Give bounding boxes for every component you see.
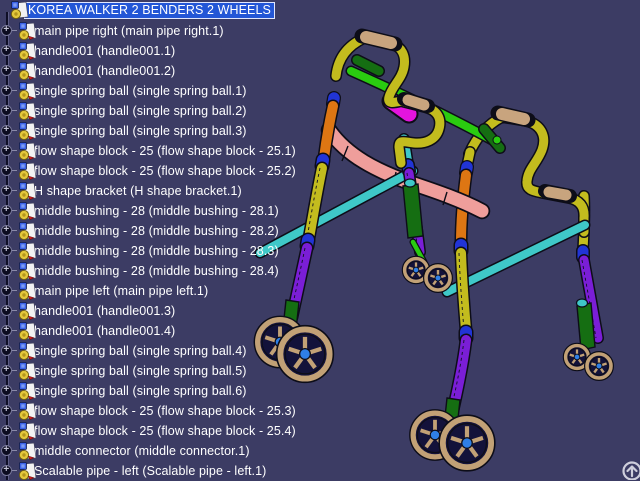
tree-item[interactable]: flow shape block - 25 (flow shape block … bbox=[0, 401, 360, 421]
tree-item-label: single spring ball (single spring ball.2… bbox=[34, 104, 247, 118]
part-document-icon bbox=[15, 142, 39, 161]
tree-item[interactable]: middle bushing - 28 (middle bushing - 28… bbox=[0, 201, 360, 221]
tree-item-label: handle001 (handle001.3) bbox=[34, 304, 175, 318]
tree-item-label: single spring ball (single spring ball.5… bbox=[34, 364, 247, 378]
tree-item-label: H shape bracket (H shape bracket.1) bbox=[34, 184, 242, 198]
expander-plus-icon[interactable] bbox=[1, 205, 12, 216]
spec-tree[interactable]: KOREA WALKER 2 BENDERS 2 WHEELS main pip… bbox=[0, 0, 360, 480]
expander-plus-icon[interactable] bbox=[1, 365, 12, 376]
expander-plus-icon[interactable] bbox=[1, 465, 12, 476]
tree-item-label: Scalable pipe - left (Scalable pipe - le… bbox=[34, 464, 266, 478]
tree-item[interactable]: single spring ball (single spring ball.3… bbox=[0, 121, 360, 141]
tree-item[interactable]: H shape bracket (H shape bracket.1) bbox=[0, 181, 360, 201]
part-document-icon bbox=[15, 342, 39, 361]
expander-plus-icon[interactable] bbox=[1, 305, 12, 316]
tree-item-label: flow shape block - 25 (flow shape block … bbox=[34, 164, 296, 178]
tree-item[interactable]: handle001 (handle001.1) bbox=[0, 41, 360, 61]
tree-item[interactable]: middle bushing - 28 (middle bushing - 28… bbox=[0, 221, 360, 241]
tree-item[interactable]: middle bushing - 28 (middle bushing - 28… bbox=[0, 261, 360, 281]
tree-item-label: single spring ball (single spring ball.6… bbox=[34, 384, 247, 398]
expander-plus-icon[interactable] bbox=[1, 385, 12, 396]
part-document-icon bbox=[15, 362, 39, 381]
expander-plus-icon[interactable] bbox=[1, 85, 12, 96]
part-document-icon bbox=[15, 102, 39, 121]
tree-item[interactable]: flow shape block - 25 (flow shape block … bbox=[0, 141, 360, 161]
tree-item-label: handle001 (handle001.1) bbox=[34, 44, 175, 58]
product-document-icon bbox=[7, 1, 31, 20]
arrow-up-circle-icon[interactable] bbox=[624, 463, 640, 480]
expander-plus-icon[interactable] bbox=[1, 45, 12, 56]
tree-item-label: flow shape block - 25 (flow shape block … bbox=[34, 404, 296, 418]
part-document-icon bbox=[15, 262, 39, 281]
part-document-icon bbox=[15, 322, 39, 341]
tree-item-label: middle bushing - 28 (middle bushing - 28… bbox=[34, 244, 279, 258]
part-document-icon bbox=[15, 382, 39, 401]
expander-plus-icon[interactable] bbox=[1, 145, 12, 156]
expander-plus-icon[interactable] bbox=[1, 25, 12, 36]
tree-item[interactable]: handle001 (handle001.3) bbox=[0, 301, 360, 321]
tree-item[interactable]: single spring ball (single spring ball.6… bbox=[0, 381, 360, 401]
part-document-icon bbox=[15, 182, 39, 201]
tree-item-label: middle connector (middle connector.1) bbox=[34, 444, 250, 458]
tree-item-label: single spring ball (single spring ball.4… bbox=[34, 344, 247, 358]
part-document-icon bbox=[15, 222, 39, 241]
tree-item[interactable]: single spring ball (single spring ball.4… bbox=[0, 341, 360, 361]
part-document-icon bbox=[15, 122, 39, 141]
tree-item[interactable]: single spring ball (single spring ball.2… bbox=[0, 101, 360, 121]
tree-item-label: middle bushing - 28 (middle bushing - 28… bbox=[34, 224, 279, 238]
tree-item-label: flow shape block - 25 (flow shape block … bbox=[34, 424, 296, 438]
part-document-icon bbox=[15, 422, 39, 441]
tree-item[interactable]: middle connector (middle connector.1) bbox=[0, 441, 360, 461]
tree-item-label: main pipe left (main pipe left.1) bbox=[34, 284, 208, 298]
tree-item[interactable]: handle001 (handle001.2) bbox=[0, 61, 360, 81]
tree-item-label: handle001 (handle001.2) bbox=[34, 64, 175, 78]
tree-item[interactable]: flow shape block - 25 (flow shape block … bbox=[0, 421, 360, 441]
tree-item-label: single spring ball (single spring ball.3… bbox=[34, 124, 247, 138]
tree-item[interactable]: main pipe left (main pipe left.1) bbox=[0, 281, 360, 301]
part-document-icon bbox=[15, 462, 39, 481]
tree-item-label: single spring ball (single spring ball.1… bbox=[34, 84, 247, 98]
expander-plus-icon[interactable] bbox=[1, 325, 12, 336]
part-document-icon bbox=[15, 282, 39, 301]
expander-plus-icon[interactable] bbox=[1, 265, 12, 276]
expander-plus-icon[interactable] bbox=[1, 105, 12, 116]
expander-plus-icon[interactable] bbox=[1, 245, 12, 256]
expander-plus-icon[interactable] bbox=[1, 445, 12, 456]
tree-item[interactable]: handle001 (handle001.4) bbox=[0, 321, 360, 341]
tree-item[interactable]: main pipe right (main pipe right.1) bbox=[0, 21, 360, 41]
expander-plus-icon[interactable] bbox=[1, 65, 12, 76]
tree-item[interactable]: single spring ball (single spring ball.1… bbox=[0, 81, 360, 101]
tree-item-label: middle bushing - 28 (middle bushing - 28… bbox=[34, 264, 279, 278]
expander-plus-icon[interactable] bbox=[1, 405, 12, 416]
part-document-icon bbox=[15, 442, 39, 461]
tree-root-item[interactable]: KOREA WALKER 2 BENDERS 2 WHEELS bbox=[0, 1, 360, 21]
part-document-icon bbox=[15, 302, 39, 321]
tree-item-label: handle001 (handle001.4) bbox=[34, 324, 175, 338]
part-document-icon bbox=[15, 402, 39, 421]
tree-item-label: main pipe right (main pipe right.1) bbox=[34, 24, 224, 38]
expander-plus-icon[interactable] bbox=[1, 125, 12, 136]
part-document-icon bbox=[15, 82, 39, 101]
expander-plus-icon[interactable] bbox=[1, 345, 12, 356]
tree-item[interactable]: flow shape block - 25 (flow shape block … bbox=[0, 161, 360, 181]
tree-item[interactable]: Scalable pipe - left (Scalable pipe - le… bbox=[0, 461, 360, 481]
part-document-icon bbox=[15, 162, 39, 181]
part-document-icon bbox=[15, 42, 39, 61]
tree-item[interactable]: single spring ball (single spring ball.5… bbox=[0, 361, 360, 381]
expander-plus-icon[interactable] bbox=[1, 285, 12, 296]
part-document-icon bbox=[15, 242, 39, 261]
expander-plus-icon[interactable] bbox=[1, 425, 12, 436]
expander-plus-icon[interactable] bbox=[1, 225, 12, 236]
expander-plus-icon[interactable] bbox=[1, 165, 12, 176]
tree-item-label: KOREA WALKER 2 BENDERS 2 WHEELS bbox=[24, 2, 275, 19]
tree-item[interactable]: middle bushing - 28 (middle bushing - 28… bbox=[0, 241, 360, 261]
part-document-icon bbox=[15, 22, 39, 41]
rear-left-leg[interactable] bbox=[403, 139, 452, 292]
tree-item-label: flow shape block - 25 (flow shape block … bbox=[34, 144, 296, 158]
expander-plus-icon[interactable] bbox=[1, 185, 12, 196]
tree-item-label: middle bushing - 28 (middle bushing - 28… bbox=[34, 204, 279, 218]
part-document-icon bbox=[15, 62, 39, 81]
part-document-icon bbox=[15, 202, 39, 221]
